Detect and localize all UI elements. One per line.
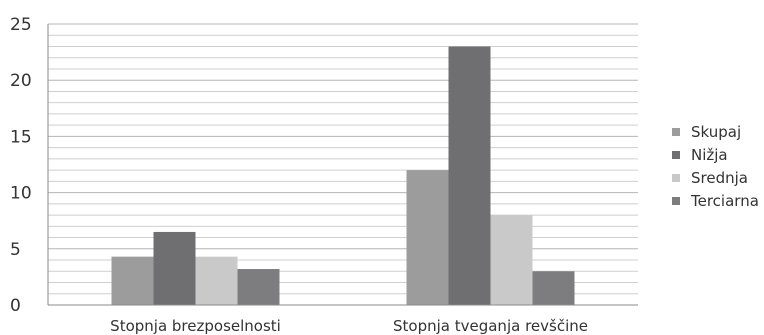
bar-skupaj-1 bbox=[406, 170, 449, 305]
x-category-label: Stopnja brezposelnosti bbox=[110, 317, 281, 335]
y-tick-label: 15 bbox=[10, 127, 32, 147]
bar-srednja-0 bbox=[195, 256, 238, 305]
bar-terciarna-1 bbox=[532, 271, 575, 305]
legend-label: Terciarna bbox=[690, 192, 759, 210]
legend-label: Nižja bbox=[691, 146, 728, 164]
legend-label: Skupaj bbox=[691, 123, 741, 141]
y-tick-label: 0 bbox=[10, 296, 21, 316]
bar-ni-ja-1 bbox=[448, 46, 491, 305]
bar-ni-ja-0 bbox=[153, 231, 196, 305]
x-category-labels: Stopnja brezposelnosti Stopnja tveganja r… bbox=[110, 317, 588, 335]
bar-skupaj-0 bbox=[111, 256, 154, 305]
legend-swatch bbox=[672, 174, 680, 182]
legend-swatch bbox=[672, 128, 680, 136]
legend-swatch bbox=[672, 151, 680, 159]
legend-label: Srednja bbox=[691, 169, 748, 187]
y-tick-label: 20 bbox=[10, 71, 32, 91]
y-tick-label: 10 bbox=[10, 184, 32, 204]
y-tick-label: 5 bbox=[10, 240, 21, 260]
y-tick-labels: 0 5 10 15 20 25 bbox=[10, 15, 32, 316]
bars-group bbox=[111, 46, 575, 305]
y-tick-label: 25 bbox=[10, 15, 32, 35]
legend-swatch bbox=[672, 197, 680, 205]
x-category-label: Stopnja tveganja revščine bbox=[393, 317, 588, 335]
bar-srednja-1 bbox=[490, 215, 533, 305]
bar-terciarna-0 bbox=[237, 269, 280, 305]
axes bbox=[47, 24, 638, 306]
legend: Skupaj Nižja Srednja Terciarna bbox=[672, 123, 759, 210]
grid-lines bbox=[48, 23, 638, 295]
